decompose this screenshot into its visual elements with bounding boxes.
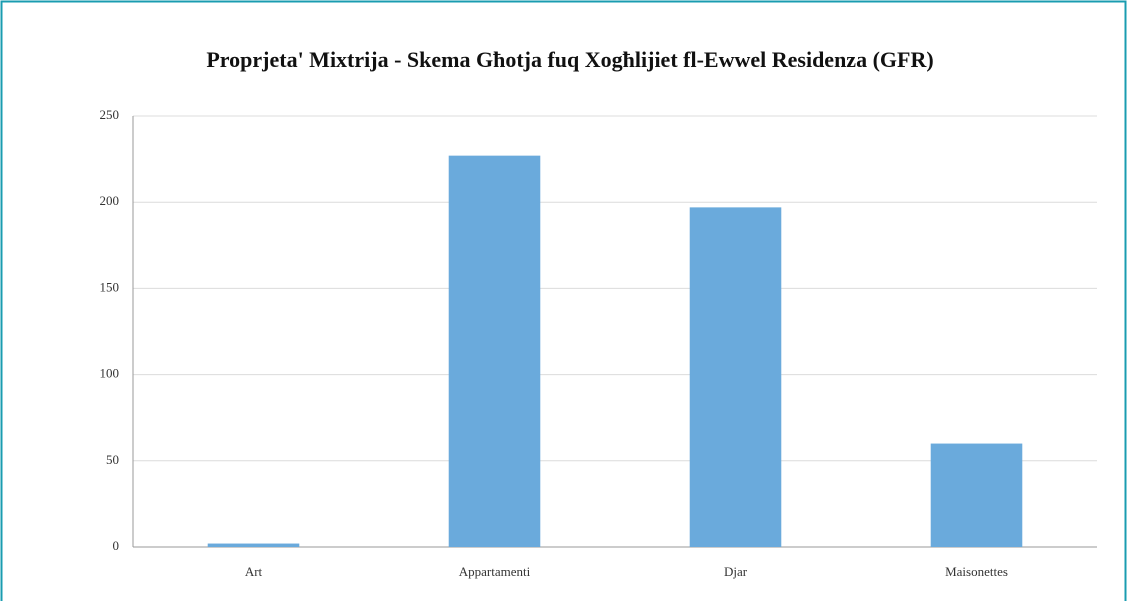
x-tick-label: Art: [245, 564, 263, 579]
x-tick-label: Djar: [724, 564, 748, 579]
y-tick-label: 200: [100, 193, 120, 208]
y-tick-label: 0: [113, 538, 120, 553]
y-tick-label: 100: [100, 366, 120, 381]
y-tick-label: 50: [106, 452, 119, 467]
bar: [689, 207, 782, 547]
x-tick-label: Maisonettes: [945, 564, 1008, 579]
y-tick-label: 250: [100, 107, 120, 122]
x-tick-label: Appartamenti: [459, 564, 531, 579]
bar: [207, 543, 300, 547]
y-tick-label: 150: [100, 279, 120, 294]
chart-title: Proprjeta' Mixtrija - Skema Għotja fuq X…: [206, 47, 933, 72]
bar: [930, 443, 1023, 547]
bar: [448, 155, 541, 548]
